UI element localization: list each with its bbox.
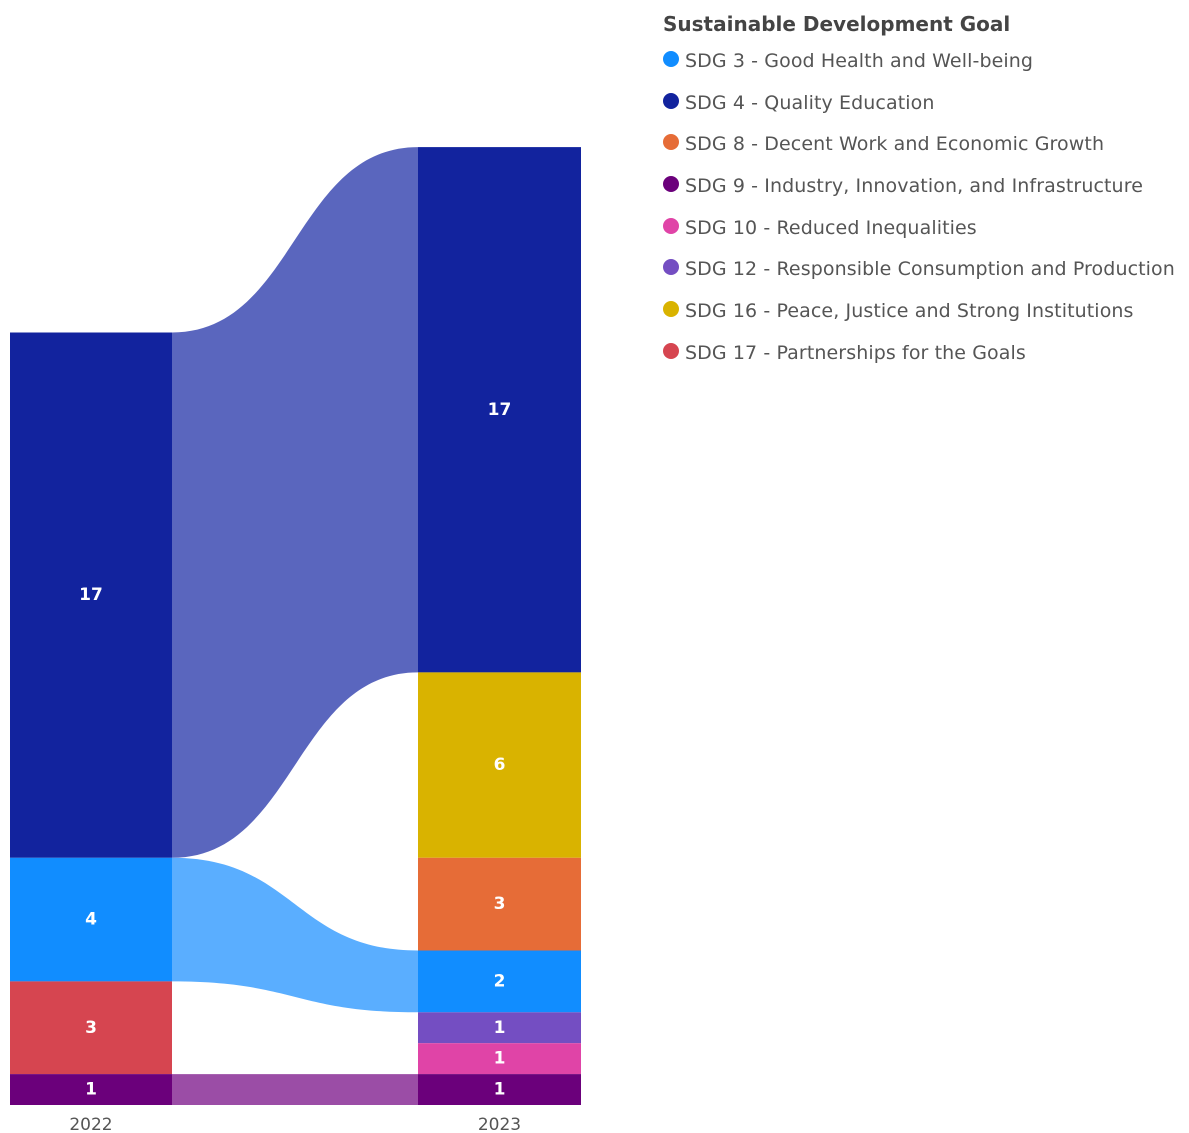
x-tick-label-2023: 2023 xyxy=(478,1115,521,1133)
legend-items: SDG 3 - Good Health and Well-being SDG 4 … xyxy=(663,40,1189,374)
data-label-2023-sdg-10: 1 xyxy=(494,1049,506,1069)
ribbon-sdg-4[interactable] xyxy=(172,147,418,858)
legend-label: SDG 12 - Responsible Consumption and Pro… xyxy=(685,258,1175,281)
legend-label: SDG 9 - Industry, Innovation, and Infras… xyxy=(685,174,1143,197)
legend-label: SDG 8 - Decent Work and Economic Growth xyxy=(685,133,1105,156)
bar-2023-sdg-8[interactable] xyxy=(418,857,581,951)
bar-2023-sdg-9[interactable] xyxy=(418,1074,581,1105)
legend-circle-icon xyxy=(663,134,679,151)
ribbon-sdg-3[interactable] xyxy=(172,857,418,1013)
legend-item-sdg-12[interactable]: SDG 12 - Responsible Consumption and Pro… xyxy=(663,248,1189,290)
bar-2023-sdg-4[interactable] xyxy=(418,147,581,673)
legend-circle-icon xyxy=(663,259,679,276)
data-label-2023-sdg-9: 1 xyxy=(494,1080,506,1100)
legend-item-sdg-16[interactable]: SDG 16 - Peace, Justice and Strong Insti… xyxy=(663,290,1189,332)
bar-2023-sdg-10[interactable] xyxy=(418,1043,581,1075)
bar-2023-sdg-12[interactable] xyxy=(418,1012,581,1044)
ribbon-chart: 17 4 3 1 17 6 3 2 1 1 1 2022 2023 xyxy=(10,147,581,1133)
legend: Sustainable Development Goal SDG 3 - Goo… xyxy=(663,8,1189,374)
data-label-2023-sdg-8: 3 xyxy=(494,894,506,914)
legend-title: Sustainable Development Goal xyxy=(663,12,1011,36)
legend-circle-icon xyxy=(663,300,679,317)
ribbon-layer xyxy=(172,147,418,1105)
legend-item-sdg-10[interactable]: SDG 10 - Reduced Inequalities xyxy=(663,207,1189,249)
data-label-2022-sdg-3: 4 xyxy=(85,910,97,930)
data-label-2023-sdg-12: 1 xyxy=(494,1018,506,1038)
legend-circle-icon xyxy=(663,175,679,192)
legend-label: SDG 16 - Peace, Justice and Strong Insti… xyxy=(685,299,1134,322)
bar-2022-sdg-17[interactable] xyxy=(10,981,172,1075)
legend-item-sdg-9[interactable]: SDG 9 - Industry, Innovation, and Infras… xyxy=(663,165,1189,207)
bar-layer xyxy=(10,147,581,1105)
legend-circle-icon xyxy=(663,50,679,67)
legend-label: SDG 10 - Reduced Inequalities xyxy=(685,216,977,239)
legend-label: SDG 4 - Quality Education xyxy=(685,91,935,114)
x-axis: 2022 2023 xyxy=(69,1115,521,1133)
bar-2023-sdg-3[interactable] xyxy=(418,950,581,1013)
legend-label: SDG 17 - Partnerships for the Goals xyxy=(685,341,1026,364)
x-tick-label-2022: 2022 xyxy=(69,1115,112,1133)
legend-circle-icon xyxy=(663,342,679,359)
ribbon-sdg-9[interactable] xyxy=(172,1074,418,1105)
legend-circle-icon xyxy=(663,217,679,234)
legend-item-sdg-17[interactable]: SDG 17 - Partnerships for the Goals xyxy=(663,332,1189,374)
legend-item-sdg-8[interactable]: SDG 8 - Decent Work and Economic Growth xyxy=(663,123,1189,165)
data-label-2023-sdg-4: 17 xyxy=(488,400,512,420)
legend-item-sdg-3[interactable]: SDG 3 - Good Health and Well-being xyxy=(663,40,1189,82)
legend-circle-icon xyxy=(663,92,679,109)
bar-2022-sdg-9[interactable] xyxy=(10,1074,172,1105)
legend-item-sdg-4[interactable]: SDG 4 - Quality Education xyxy=(663,82,1189,124)
data-label-2023-sdg-16: 6 xyxy=(494,755,506,775)
data-label-2022-sdg-4: 17 xyxy=(79,585,103,605)
bar-2022-sdg-3[interactable] xyxy=(10,857,172,982)
data-label-2022-sdg-9: 1 xyxy=(85,1080,97,1100)
bar-2022-sdg-4[interactable] xyxy=(10,332,172,858)
data-label-2023-sdg-3: 2 xyxy=(494,971,506,991)
data-label-2022-sdg-17: 3 xyxy=(85,1018,97,1038)
label-layer: 17 4 3 1 17 6 3 2 1 1 1 xyxy=(79,400,511,1100)
bar-2023-sdg-16[interactable] xyxy=(418,672,581,858)
legend-label: SDG 3 - Good Health and Well-being xyxy=(685,49,1034,72)
